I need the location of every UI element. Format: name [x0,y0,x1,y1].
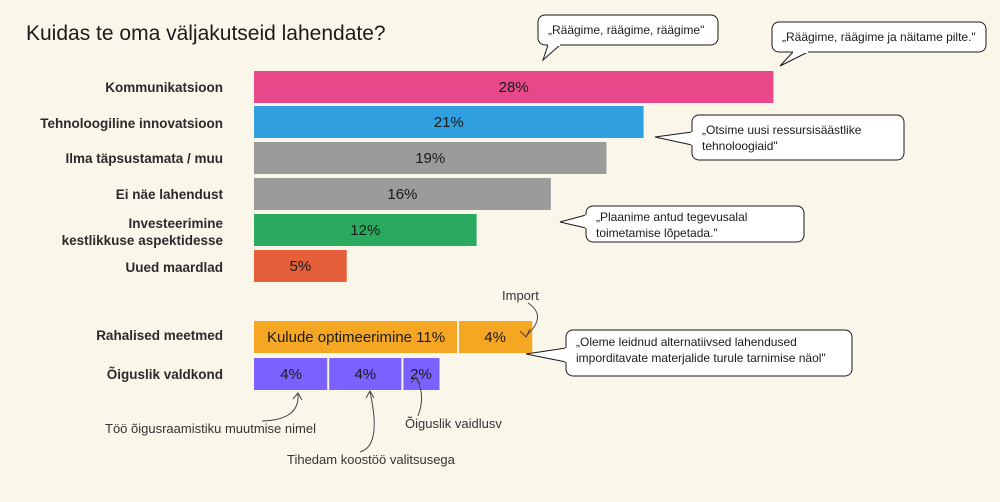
callout-bubble [537,14,719,46]
callout-tail [779,51,809,67]
bar [254,106,644,138]
callout-text: „Plaanime antud tegevusalal toimetamise … [596,210,748,240]
bar-value-label: 21% [434,114,464,131]
segment-note: Import [502,288,539,303]
bar-value-label: 12% [350,222,380,239]
segment-note: Tihedam koostöö valitsusega [287,452,455,467]
callout-bubble [771,21,987,53]
pointer-arrowhead [410,376,421,385]
callout-tail [654,131,693,146]
category-label: Rahalised meetmed [96,328,223,343]
pointer-arrowhead [292,392,303,401]
callout-text: „Räägime, räägime ja näitame pilte." [782,30,976,44]
callout-tail [525,347,567,363]
stacked-segment [458,321,533,353]
bar [254,250,347,282]
segment-note: Õiguslik vaidlusv [405,416,502,431]
bar [254,178,551,210]
bar-value-label: 16% [387,186,417,203]
category-label: Õiguslik valdkond [106,367,223,382]
category-label-line: Investeerimine [128,216,223,231]
category-label-line: kestlikkuse aspektidesse [61,233,223,248]
segment-value-label: 4% [354,366,376,383]
callout-tail [541,44,561,62]
bar [254,142,607,174]
bar-value-label: 28% [499,79,529,96]
category-label: Tehnoloogiline innovatsioon [40,116,223,131]
bar-value-label: 5% [290,258,312,275]
segment-value-label: 4% [280,366,302,383]
pointer-arrow [261,393,299,422]
pointer-arrowhead [365,389,375,399]
callout-text: „Räägime, räägime, räägime" [548,23,705,37]
segment-value-label: Kulude optimeerimine 11% [267,329,445,346]
category-label: Ilma täpsustamata / muu [65,151,223,166]
category-label: Investeerimine kestlikkuse aspektidesse [0,215,223,249]
stacked-segment [254,321,459,353]
callout-text: „Oleme leidnud alternatiivsed lahendused… [576,335,826,365]
category-label: Ei näe lahendust [115,187,223,202]
chart-title: Kuidas te oma väljakutseid lahendate? [26,22,386,45]
pointer-arrow [415,377,422,417]
segment-note: Töö õigusraamistiku muutmise nimel [105,421,316,436]
stacked-segment [402,358,440,390]
category-label: Kommunikatsioon [105,80,223,95]
bar [254,71,774,103]
pointer-arrow [359,391,375,453]
segment-value-label: 2% [410,366,432,383]
stacked-segment [328,358,403,390]
bar [254,214,477,246]
category-label: Uued maardlad [125,260,223,275]
pointer-arrowhead [519,328,531,338]
callout-tail [559,214,587,229]
stacked-segment [254,358,329,390]
callout-text: „Otsime uusi ressursisäästlike tehnoloog… [702,123,862,153]
bar-value-label: 19% [415,150,445,167]
segment-value-label: 4% [484,329,506,346]
pointer-arrow [525,302,538,337]
